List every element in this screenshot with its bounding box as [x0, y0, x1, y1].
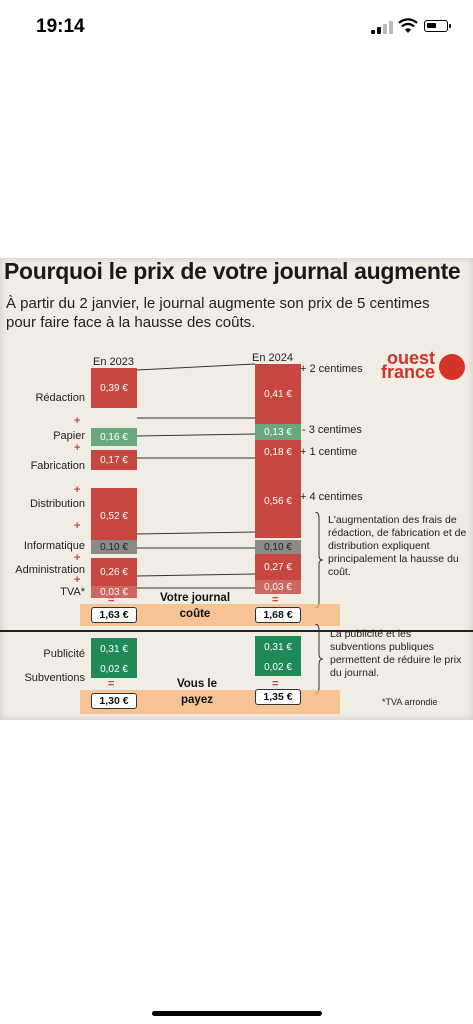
row-label-tva: TVA* [60, 586, 85, 598]
equals-sign: = [108, 594, 115, 606]
plus-sign: + [74, 552, 81, 564]
cell-administration-2024: 0,27 € [255, 554, 301, 580]
note-revenue: La publicité et les subventions publique… [330, 628, 462, 679]
plus-sign: + [74, 415, 81, 427]
delta-fabrication: + 1 centime [300, 446, 358, 458]
cell-redaction-2024: 0,41 € [255, 364, 301, 424]
paid-caption-1: Vous le [176, 678, 218, 690]
note-cost: L'augmentation des frais de rédaction, d… [328, 514, 467, 578]
equals-sign: = [272, 594, 279, 606]
year-2024-label: En 2024 [252, 352, 293, 364]
status-bar: 19:14 [0, 0, 473, 58]
divider [0, 630, 473, 632]
total-cost-2023: 1,63 € [91, 607, 137, 623]
equals-sign: = [272, 678, 279, 690]
paid-2023: 1,30 € [91, 693, 137, 709]
cost-caption-2: coûte [179, 608, 211, 620]
home-indicator[interactable] [152, 1011, 322, 1016]
cell-fabrication-2024: 0,18 € [255, 440, 301, 464]
cell-subventions-2023: 0,02 € [91, 660, 137, 678]
connector-lines [137, 363, 256, 589]
cost-caption-1: Votre journal [159, 592, 231, 604]
plus-sign: + [74, 442, 81, 454]
row-label-distribution: Distribution [29, 498, 85, 510]
row-label-publicite: Publicité [43, 648, 85, 660]
row-label-fabrication: Fabrication [30, 460, 85, 472]
row-label-subventions: Subventions [24, 672, 85, 684]
subhead: À partir du 2 janvier, le journal augmen… [6, 295, 430, 331]
equals-sign: = [108, 678, 115, 690]
plus-sign: + [74, 520, 81, 532]
wifi-icon [398, 18, 418, 33]
cell-fabrication-2023: 0,17 € [91, 450, 137, 470]
cell-distribution-2023: 0,52 € [91, 488, 137, 544]
plus-sign: + [74, 574, 81, 586]
clock: 19:14 [36, 16, 85, 37]
headline: Pourquoi le prix de votre journal augmen… [4, 258, 461, 284]
row-label-administration: Administration [15, 564, 85, 576]
plus-sign: + [74, 484, 81, 496]
paid-2024: 1,35 € [255, 689, 301, 705]
cell-redaction-2023: 0,39 € [91, 368, 137, 408]
paid-caption-2: payez [181, 694, 213, 706]
battery-icon [424, 20, 451, 32]
cell-informatique-2023: 0,10 € [91, 540, 137, 554]
cell-papier-2024: 0,13 € [255, 424, 301, 440]
cell-tva-2024: 0,03 € [255, 580, 301, 594]
footnote: *TVA arrondie [382, 697, 438, 707]
year-2023-label: En 2023 [93, 356, 134, 368]
delta-redaction: + 2 centimes [300, 363, 363, 375]
delta-papier: - 3 centimes [302, 424, 362, 436]
cell-publicite-2024: 0,31 € [255, 636, 301, 658]
cell-distribution-2024: 0,56 € [255, 464, 301, 538]
cell-informatique-2024: 0,10 € [255, 540, 301, 554]
bracket [314, 512, 323, 608]
newspaper-photo: Pourquoi le prix de votre journal augmen… [0, 258, 473, 720]
row-label-informatique: Informatique [23, 540, 85, 552]
bracket [314, 624, 323, 694]
row-label-papier: Papier [53, 430, 85, 442]
ouest-france-logo: ouest france [370, 349, 465, 384]
delta-distribution: + 4 centimes [300, 491, 363, 503]
cell-papier-2023: 0,16 € [91, 428, 137, 446]
cell-tva-2023: 0,03 € [91, 586, 137, 598]
cellular-signal-icon [371, 20, 393, 34]
cell-publicite-2023: 0,31 € [91, 638, 137, 660]
cell-administration-2023: 0,26 € [91, 558, 137, 586]
cell-subventions-2024: 0,02 € [255, 658, 301, 676]
total-cost-2024: 1,68 € [255, 607, 301, 623]
row-label-redaction: Rédaction [35, 392, 85, 404]
